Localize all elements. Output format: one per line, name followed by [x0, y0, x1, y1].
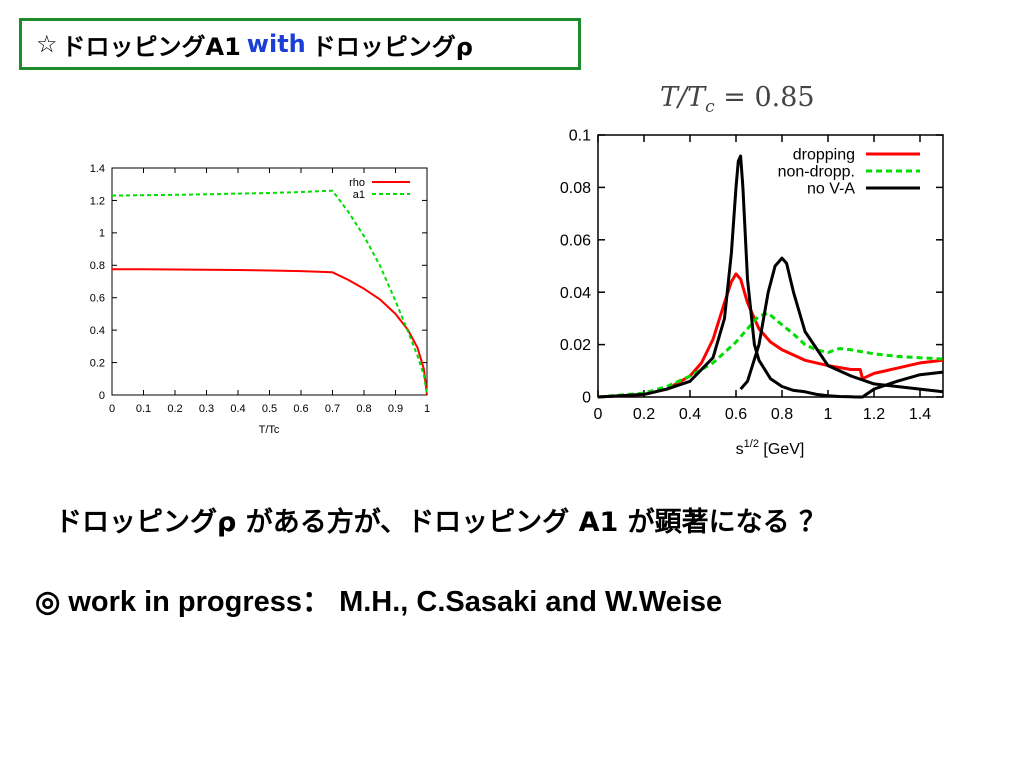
y-tick-label: 0	[582, 390, 591, 407]
x-axis-label: T/Tc	[259, 424, 280, 436]
x-tick-label: 0.6	[725, 406, 747, 423]
chart-right: 0 0.2 0.4 0.6 0.8 1 1.2 1.4 0 0.02 0.04 0.06 0.08 0.1…	[560, 128, 944, 458]
chart-left: 0 0.1 0.2 0.3 0.4 0.5 0.6 0.7 0.8 0.9 1 0 0.2 0.4 0.6 0…	[90, 163, 430, 436]
credits-text: ◎ work in progress： M.H., C.Sasaki and W…	[35, 586, 723, 618]
formula-sub: c	[705, 97, 715, 117]
y-tick-label: 0.2	[90, 357, 105, 369]
x-tick-label: 0.7	[325, 403, 340, 415]
x-tick-label: 0.1	[136, 403, 151, 415]
y-tick-label: 1.4	[90, 163, 105, 175]
y-tick-label: 0.04	[560, 285, 591, 302]
x-tick-label: 0.5	[262, 403, 277, 415]
star-icon: ☆	[36, 30, 58, 58]
x-tick-label: 0	[109, 403, 115, 415]
x-tick-label: 0	[594, 406, 603, 423]
temperature-formula: T/Tc = 0.85	[660, 82, 860, 122]
y-tick-label: 1	[99, 228, 105, 240]
series-line-branch-3	[739, 256, 944, 394]
title-with: with	[246, 30, 306, 58]
plot-frame	[597, 134, 944, 398]
title-part1: ドロッピングA1	[61, 32, 241, 61]
y-tick-label: 0.1	[569, 128, 591, 145]
x-tick-label: 1.2	[863, 406, 885, 423]
y-tick-label: 0.6	[90, 293, 105, 305]
x-tick-label: 0.2	[167, 403, 182, 415]
plot-frame	[111, 167, 428, 396]
x-tick-label: 1	[424, 403, 430, 415]
x-tick-label: 1	[824, 406, 833, 423]
legend-label: rho	[349, 177, 365, 189]
question-text: ドロッピングρ がある方が、ドロッピング A1 が顕著になる ？	[55, 507, 827, 538]
slide-title-box: ☆ ドロッピングA1 with ドロッピングρ	[19, 18, 581, 70]
legend-label: dropping	[793, 147, 855, 164]
x-tick-label: 0.4	[230, 403, 245, 415]
x-tick-label: 0.2	[633, 406, 655, 423]
y-tick-label: 0.06	[560, 232, 591, 249]
x-tick-label: 0.9	[388, 403, 403, 415]
formula-right: = 0.85	[714, 82, 815, 113]
series-line-dropping	[597, 272, 944, 399]
series-line-rho	[112, 268, 428, 396]
y-tick-label: 0.08	[560, 180, 591, 197]
legend-label: a1	[353, 189, 365, 201]
series-line-no-v-a	[597, 154, 944, 399]
y-tick-label: 0.02	[560, 337, 591, 354]
y-tick-label: 1.2	[90, 195, 105, 207]
title-part2: ドロッピングρ	[311, 32, 473, 61]
y-tick-label: 0.4	[90, 325, 105, 337]
x-tick-label: 0.8	[771, 406, 793, 423]
x-tick-label: 0.4	[679, 406, 701, 423]
legend-label: no V-A	[807, 181, 855, 198]
x-axis-label: s1/2 [GeV]	[736, 438, 805, 458]
formula-left: T/T	[660, 82, 706, 113]
x-tick-label: 0.6	[293, 403, 308, 415]
legend-label: non-dropp.	[778, 164, 855, 181]
y-tick-label: 0.8	[90, 260, 105, 272]
y-tick-label: 0	[99, 390, 105, 402]
x-tick-label: 1.4	[909, 406, 931, 423]
x-tick-label: 0.3	[199, 403, 214, 415]
series-line-a1	[111, 189, 428, 396]
x-tick-label: 0.8	[356, 403, 371, 415]
